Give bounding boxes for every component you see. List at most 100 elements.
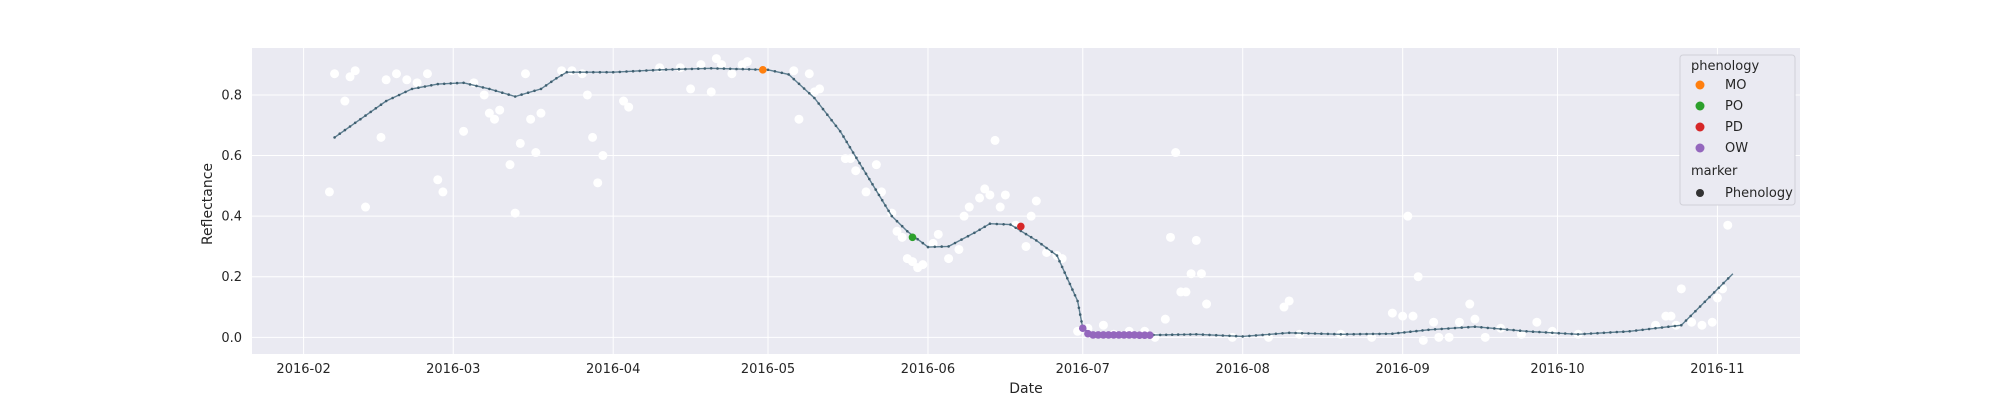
raw-data-point	[794, 114, 804, 124]
fitted-line-marker	[1440, 327, 1443, 331]
fitted-line-marker	[845, 140, 848, 144]
raw-data-point	[696, 60, 706, 70]
fitted-line-marker	[802, 87, 806, 90]
raw-data-point	[907, 257, 917, 267]
fitted-line-marker	[1544, 331, 1548, 334]
fitted-line-marker	[978, 228, 981, 232]
legend-label-po: PO	[1725, 99, 1743, 114]
fitted-line-marker	[1634, 329, 1638, 332]
legend: phenology MO PO PD OW marker Phenology	[1679, 54, 1796, 206]
fitted-line-marker	[1002, 223, 1005, 226]
fitted-line-marker	[817, 102, 820, 105]
fitted-line-marker	[826, 113, 829, 116]
raw-data-point	[1444, 332, 1454, 342]
fitted-line-marker	[1722, 281, 1725, 285]
phenology-point-pd	[1017, 222, 1025, 231]
raw-data-point	[1186, 269, 1196, 279]
fitted-line-marker	[1195, 333, 1198, 336]
fitted-line-marker	[1035, 239, 1038, 242]
fitted-line-marker	[1009, 223, 1012, 226]
fitted-line-marker	[1300, 331, 1304, 335]
fitted-line-marker	[585, 70, 588, 74]
fitted-line-marker	[1189, 333, 1192, 336]
raw-data-point	[706, 87, 716, 97]
fitted-line-marker	[1170, 333, 1174, 337]
raw-data-point	[1387, 308, 1397, 318]
legend-label-pd: PD	[1725, 120, 1743, 135]
raw-data-point	[1413, 272, 1423, 282]
fitted-line-marker	[442, 82, 446, 86]
fitted-line-marker	[1453, 326, 1457, 330]
fitted-line-marker	[611, 70, 615, 74]
fitted-line-layer	[333, 67, 1734, 338]
fitted-line-marker	[906, 230, 909, 233]
fitted-line-marker	[1068, 282, 1072, 286]
raw-data-point	[1707, 317, 1717, 327]
x-tick-label: 2016-04	[586, 362, 640, 377]
fitted-line-marker	[1538, 330, 1541, 334]
fitted-line-marker	[1460, 326, 1463, 329]
fitted-line-marker	[1241, 335, 1244, 338]
fitted-line-marker	[1576, 333, 1580, 336]
fitted-line-marker	[868, 177, 871, 181]
fitted-line-marker	[973, 231, 976, 235]
fitted-line-marker	[462, 81, 465, 85]
fitted-line-marker	[1071, 288, 1074, 291]
fitted-line-marker	[1570, 332, 1573, 336]
fitted-line-marker	[369, 110, 373, 114]
fitted-line-marker	[1557, 331, 1561, 335]
raw-data-point	[851, 166, 861, 176]
fitted-line-marker	[1201, 333, 1205, 336]
fitted-line-marker	[1077, 306, 1081, 310]
tick-labels-layer: 2016-02 2016-03 2016-04 2016-05 2016-06 2016-…	[221, 88, 1744, 377]
fitted-line-marker	[1660, 326, 1664, 329]
fitted-line-marker	[1641, 328, 1644, 332]
raw-data-point	[1418, 335, 1428, 345]
raw-points-layer	[324, 54, 1733, 345]
fitted-line-marker	[555, 77, 558, 80]
fitted-line-marker	[966, 234, 970, 238]
fitted-line-marker	[430, 84, 433, 87]
fitted-line-marker	[436, 82, 440, 86]
fitted-line-marker	[916, 237, 919, 241]
plot-background	[252, 48, 1800, 354]
raw-data-point	[1021, 241, 1031, 251]
raw-data-point	[361, 202, 371, 212]
phenology-points-layer	[759, 66, 1154, 340]
legend-marker-title: marker	[1691, 164, 1738, 179]
fitted-line-marker	[1274, 332, 1278, 336]
raw-data-point	[515, 138, 525, 148]
fitted-line-marker	[741, 67, 745, 71]
fitted-line-marker	[507, 93, 511, 96]
fitted-line-marker	[404, 90, 407, 94]
fitted-line-marker	[1467, 325, 1470, 329]
raw-data-point	[536, 108, 546, 118]
fitted-line-marker	[1066, 277, 1069, 280]
raw-data-point	[1712, 293, 1722, 303]
fitted-line-marker	[565, 70, 569, 74]
fitted-line-marker	[821, 107, 825, 111]
raw-data-point	[954, 244, 964, 254]
fitted-line-marker	[887, 209, 890, 213]
fitted-line-marker	[728, 67, 732, 71]
fitted-line-marker	[1014, 226, 1017, 230]
fitted-line-marker	[1313, 332, 1317, 335]
x-tick-label: 2016-07	[1056, 362, 1110, 377]
raw-data-point	[846, 154, 856, 164]
raw-data-point	[1408, 311, 1418, 321]
fitted-line-marker	[722, 67, 726, 70]
y-tick-label: 0.4	[221, 210, 242, 225]
legend-marker-mo	[1695, 80, 1705, 90]
fitted-line-marker	[1433, 328, 1437, 331]
raw-data-point	[1470, 314, 1480, 324]
fitted-line-marker	[709, 67, 713, 70]
legend-label-phenology: Phenology	[1725, 186, 1793, 201]
y-tick-label: 0.2	[221, 270, 242, 285]
raw-data-point	[1171, 148, 1181, 158]
raw-data-point	[964, 202, 974, 212]
fitted-line-marker	[858, 161, 861, 165]
legend-label-ow: OW	[1725, 141, 1748, 156]
fitted-line-marker	[1551, 331, 1554, 335]
raw-data-point	[1532, 317, 1542, 327]
